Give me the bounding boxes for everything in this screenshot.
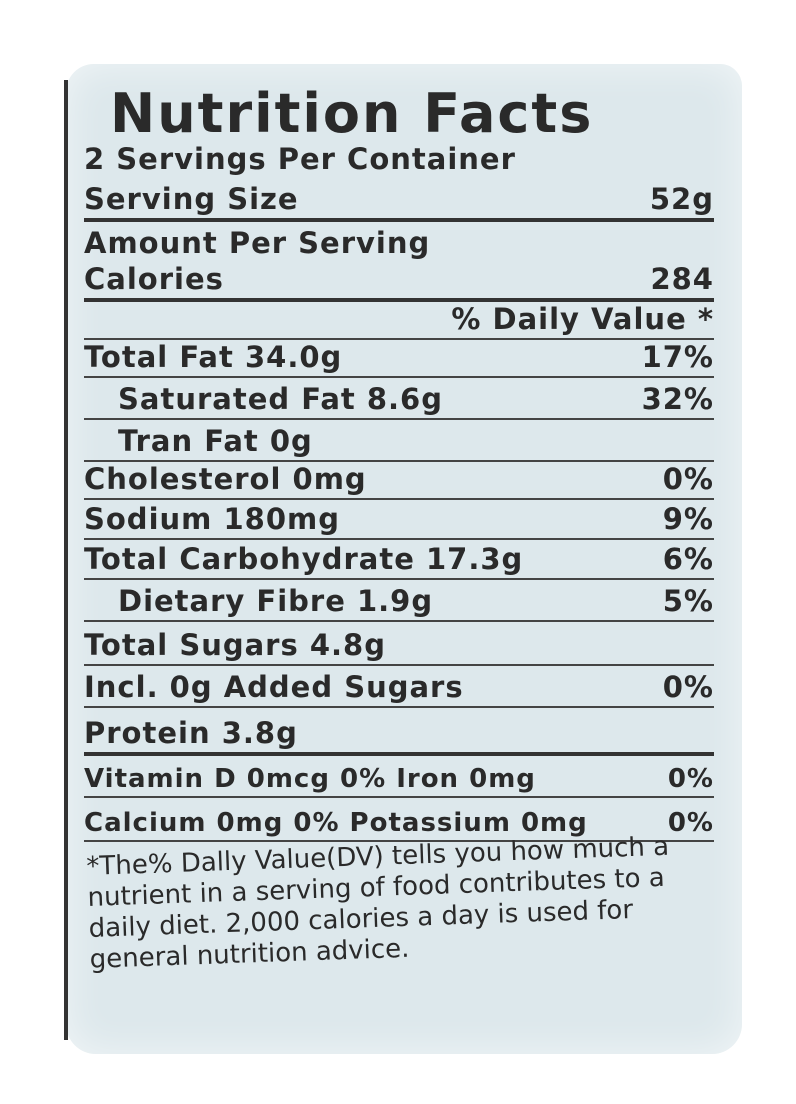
nutrient-dv: 0% xyxy=(662,670,714,704)
nutrient-label: Cholesterol 0mg xyxy=(84,462,367,496)
nutrient-label: Total Carbohydrate 17.3g xyxy=(84,542,524,576)
amount-per-serving-text: Amount Per Serving xyxy=(84,226,431,260)
nutrient-row: Saturated Fat 8.6g 32% xyxy=(84,382,714,420)
nutrition-label xyxy=(66,64,742,1054)
vitamin-label: Vitamin D 0mcg 0% Iron 0mg xyxy=(84,764,536,794)
nutrient-label: Incl. 0g Added Sugars xyxy=(84,670,464,704)
vitamin-dv: 0% xyxy=(667,808,714,838)
vitamin-row: Calcium 0mg 0% Potassium 0mg 0% xyxy=(84,808,714,842)
nutrient-label: Protein 3.8g xyxy=(84,716,298,750)
label-title: Nutrition Facts xyxy=(110,82,594,145)
nutrient-dv: 6% xyxy=(662,542,714,576)
nutrient-row: Tran Fat 0g xyxy=(84,424,714,462)
nutrient-dv: 5% xyxy=(662,584,714,618)
vitamin-row: Vitamin D 0mcg 0% Iron 0mg 0% xyxy=(84,764,714,798)
footnote: *The% Dally Value(DV) tells you how much… xyxy=(86,831,670,975)
serving-size-row: Serving Size 52g xyxy=(84,182,714,222)
label-edge xyxy=(64,80,68,1040)
vitamin-label: Calcium 0mg 0% Potassium 0mg xyxy=(84,808,588,838)
nutrient-dv: 9% xyxy=(662,502,714,536)
nutrient-row: Total Fat 34.0g 17% xyxy=(84,340,714,378)
nutrient-label: Saturated Fat 8.6g xyxy=(118,382,443,416)
nutrient-row: Sodium 180mg 9% xyxy=(84,502,714,540)
nutrient-dv: 17% xyxy=(641,340,714,374)
nutrient-row: Total Carbohydrate 17.3g 6% xyxy=(84,542,714,580)
dv-header-text: % Daily Value * xyxy=(451,302,714,336)
nutrient-dv: 32% xyxy=(641,382,714,416)
nutrient-label: Total Sugars 4.8g xyxy=(84,628,386,662)
nutrient-row: Dietary Fibre 1.9g 5% xyxy=(84,584,714,622)
nutrient-label: Tran Fat 0g xyxy=(118,424,313,458)
nutrient-label: Total Fat 34.0g xyxy=(84,340,343,374)
dv-header: % Daily Value * xyxy=(84,302,714,340)
nutrient-dv: 0% xyxy=(662,462,714,496)
nutrient-row: Protein 3.8g xyxy=(84,716,714,756)
vitamin-dv: 0% xyxy=(667,764,714,794)
servings-per-container: 2 Servings Per Container xyxy=(84,142,714,178)
serving-size-value: 52g xyxy=(649,182,714,216)
calories-label: Calories xyxy=(84,262,224,296)
calories-row: Calories 284 xyxy=(84,262,714,302)
serving-size-label: Serving Size xyxy=(84,182,299,216)
nutrient-label: Sodium 180mg xyxy=(84,502,340,536)
calories-value: 284 xyxy=(650,262,714,296)
nutrient-row: Incl. 0g Added Sugars 0% xyxy=(84,670,714,708)
servings-text: 2 Servings Per Container xyxy=(84,142,516,176)
nutrient-row: Total Sugars 4.8g xyxy=(84,628,714,666)
amount-per-serving: Amount Per Serving xyxy=(84,226,714,262)
nutrient-row: Cholesterol 0mg 0% xyxy=(84,462,714,500)
nutrient-label: Dietary Fibre 1.9g xyxy=(118,584,434,618)
